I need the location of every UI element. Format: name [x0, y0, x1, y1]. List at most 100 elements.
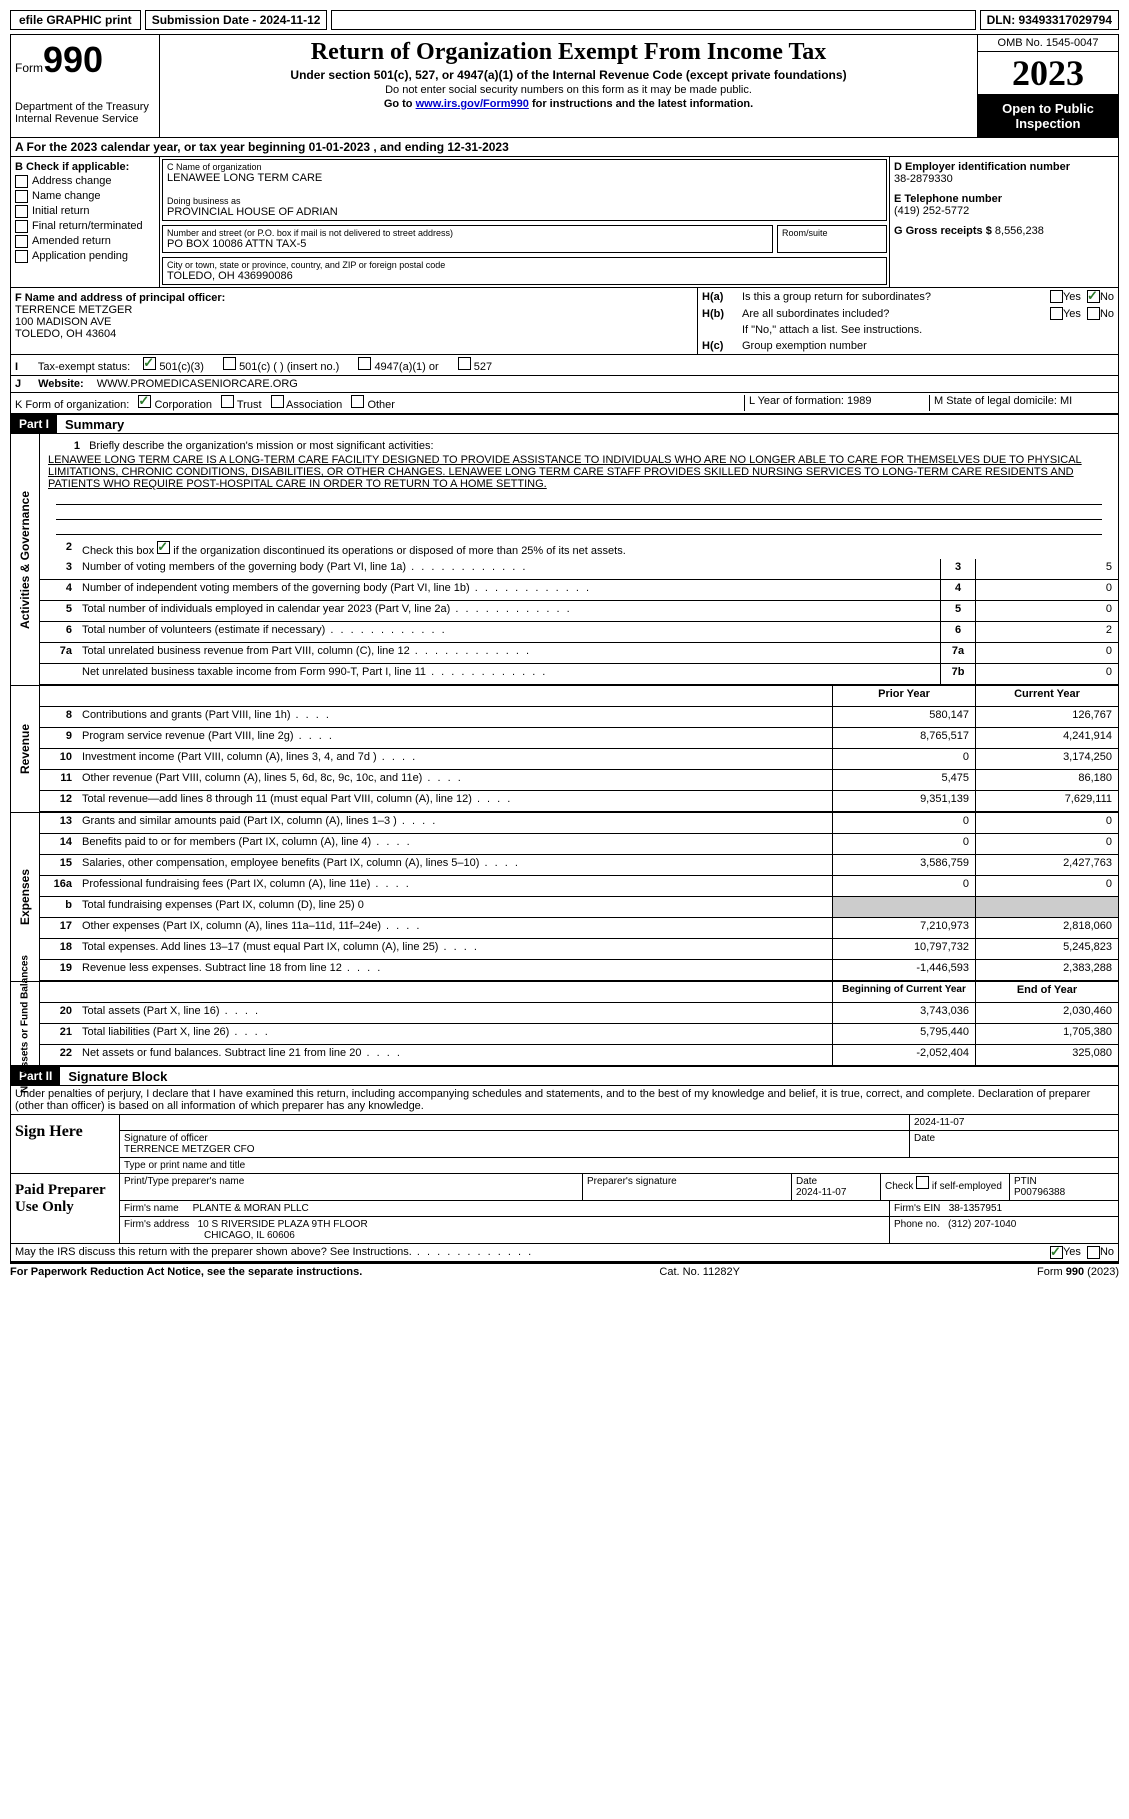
4947-checkbox[interactable] [358, 357, 371, 370]
association-checkbox[interactable] [271, 395, 284, 408]
form-org-row: K Form of organization: Corporation Trus… [11, 392, 1118, 413]
net-assets-section: Net Assets or Fund Balances Beginning of… [11, 981, 1118, 1065]
other-checkbox[interactable] [351, 395, 364, 408]
org-name: LENAWEE LONG TERM CARE [167, 172, 882, 184]
table-row: 22Net assets or fund balances. Subtract … [40, 1045, 1118, 1065]
ptin-value: P00796388 [1014, 1187, 1114, 1198]
tax-year: 2023 [978, 52, 1118, 95]
table-row: 11Other revenue (Part VIII, column (A), … [40, 770, 1118, 791]
current-year-header: Current Year [975, 686, 1118, 706]
efile-print-button[interactable]: efile GRAPHIC print [10, 10, 141, 30]
discontinued-checkbox[interactable] [157, 541, 170, 554]
header-row: Form990 Department of the Treasury Inter… [11, 35, 1118, 138]
firm-addr2: CHICAGO, IL 60606 [204, 1230, 295, 1241]
irs-link[interactable]: www.irs.gov/Form990 [416, 98, 529, 110]
officer-addr2: TOLEDO, OH 43604 [15, 328, 693, 340]
table-row: 3Number of voting members of the governi… [40, 559, 1118, 580]
address-box: Number and street (or P.O. box if mail i… [162, 225, 773, 253]
dept-label: Department of the Treasury Internal Reve… [15, 101, 155, 125]
section-b-label: B Check if applicable: [15, 161, 155, 173]
table-row: 17Other expenses (Part IX, column (A), l… [40, 918, 1118, 939]
final-return-checkbox[interactable] [15, 220, 28, 233]
year-box: OMB No. 1545-0047 2023 Open to Public In… [977, 35, 1118, 137]
gross-receipts-value: 8,556,238 [995, 225, 1044, 237]
org-name-box: C Name of organization LENAWEE LONG TERM… [162, 159, 887, 221]
table-row: 7aTotal unrelated business revenue from … [40, 643, 1118, 664]
irs-discuss-row: May the IRS discuss this return with the… [11, 1243, 1118, 1263]
form-990-number: 990 [43, 39, 103, 80]
room-box: Room/suite [777, 225, 887, 253]
mission-block: 1 Briefly describe the organization's mi… [40, 434, 1118, 539]
discuss-yes-checkbox[interactable] [1050, 1246, 1063, 1259]
table-row: bTotal fundraising expenses (Part IX, co… [40, 897, 1118, 918]
self-employed-checkbox[interactable] [916, 1176, 929, 1189]
name-change-checkbox[interactable] [15, 190, 28, 203]
officer-h-section: F Name and address of principal officer:… [11, 287, 1118, 354]
table-row: 18Total expenses. Add lines 13–17 (must … [40, 939, 1118, 960]
begin-year-header: Beginning of Current Year [832, 982, 975, 1002]
form-number-box: Form990 Department of the Treasury Inter… [11, 35, 160, 137]
expenses-section: Expenses 13Grants and similar amounts pa… [11, 812, 1118, 981]
part1-header: Part I Summary [11, 413, 1118, 434]
hb-yes-checkbox[interactable] [1050, 307, 1063, 320]
revenue-side-label: Revenue [11, 686, 40, 812]
footer: For Paperwork Reduction Act Notice, see … [10, 1264, 1119, 1280]
state-domicile: M State of legal domicile: MI [929, 395, 1114, 411]
initial-return-checkbox[interactable] [15, 205, 28, 218]
firm-phone: (312) 207-1040 [948, 1219, 1016, 1230]
table-row: 12Total revenue—add lines 8 through 11 (… [40, 791, 1118, 812]
ha-yes-checkbox[interactable] [1050, 290, 1063, 303]
table-row: 4Number of independent voting members of… [40, 580, 1118, 601]
section-h: H(a) Is this a group return for subordin… [698, 288, 1118, 354]
paid-preparer-block: Paid Preparer Use Only Print/Type prepar… [11, 1174, 1118, 1243]
501c-checkbox[interactable] [223, 357, 236, 370]
end-year-header: End of Year [975, 982, 1118, 1002]
city-box: City or town, state or province, country… [162, 257, 887, 285]
declaration-text: Under penalties of perjury, I declare th… [11, 1086, 1118, 1114]
amended-return-checkbox[interactable] [15, 235, 28, 248]
section-d: D Employer identification number 38-2879… [889, 157, 1118, 287]
dba-name: PROVINCIAL HOUSE OF ADRIAN [167, 206, 882, 218]
section-c: C Name of organization LENAWEE LONG TERM… [160, 157, 889, 287]
tax-status-row: I Tax-exempt status: 501(c)(3) 501(c) ( … [11, 354, 1118, 375]
table-row: 13Grants and similar amounts paid (Part … [40, 813, 1118, 834]
address-change-checkbox[interactable] [15, 175, 28, 188]
phone-value: (419) 252-5772 [894, 205, 1114, 217]
trust-checkbox[interactable] [221, 395, 234, 408]
sign-here-block: Sign Here 2024-11-07 Signature of office… [11, 1114, 1118, 1174]
501c3-checkbox[interactable] [143, 357, 156, 370]
form-subtitle: Under section 501(c), 527, or 4947(a)(1)… [168, 68, 969, 82]
hb-no-checkbox[interactable] [1087, 307, 1100, 320]
governance-side-label: Activities & Governance [11, 434, 40, 685]
cat-number: Cat. No. 11282Y [659, 1266, 740, 1278]
city-state-zip: TOLEDO, OH 436990086 [167, 270, 882, 282]
title-box: Return of Organization Exempt From Incom… [160, 35, 977, 137]
527-checkbox[interactable] [458, 357, 471, 370]
table-row: 6Total number of volunteers (estimate if… [40, 622, 1118, 643]
year-formation: L Year of formation: 1989 [744, 395, 929, 411]
discuss-no-checkbox[interactable] [1087, 1246, 1100, 1259]
officer-signature: TERRENCE METZGER CFO [124, 1144, 905, 1155]
application-pending-checkbox[interactable] [15, 250, 28, 263]
table-row: 15Salaries, other compensation, employee… [40, 855, 1118, 876]
form-container: Form990 Department of the Treasury Inter… [10, 34, 1119, 1264]
table-row: 21Total liabilities (Part X, line 26)5,7… [40, 1024, 1118, 1045]
corporation-checkbox[interactable] [138, 395, 151, 408]
org-info-section: B Check if applicable: Address change Na… [11, 157, 1118, 287]
topbar-spacer [331, 10, 975, 30]
table-row: 9Program service revenue (Part VIII, lin… [40, 728, 1118, 749]
firm-name: PLANTE & MORAN PLLC [193, 1203, 309, 1214]
firm-addr1: 10 S RIVERSIDE PLAZA 9TH FLOOR [198, 1219, 368, 1230]
table-row: Net unrelated business taxable income fr… [40, 664, 1118, 685]
section-f: F Name and address of principal officer:… [11, 288, 698, 354]
form-note1: Do not enter social security numbers on … [168, 84, 969, 96]
line2-text: Check this box if the organization disco… [78, 539, 1118, 559]
ha-no-checkbox[interactable] [1087, 290, 1100, 303]
table-row: 5Total number of individuals employed in… [40, 601, 1118, 622]
table-row: 16aProfessional fundraising fees (Part I… [40, 876, 1118, 897]
section-b: B Check if applicable: Address change Na… [11, 157, 160, 287]
table-row: 14Benefits paid to or for members (Part … [40, 834, 1118, 855]
form-footer: Form 990 (2023) [1037, 1266, 1119, 1278]
net-assets-side-label: Net Assets or Fund Balances [11, 982, 40, 1065]
street-address: PO BOX 10086 ATTN TAX-5 [167, 238, 768, 250]
